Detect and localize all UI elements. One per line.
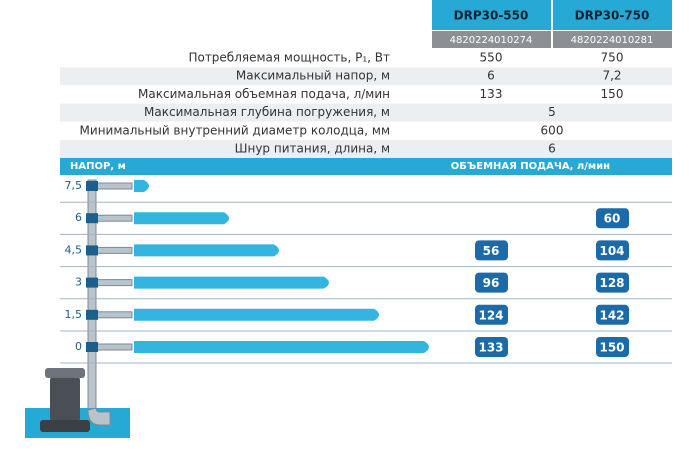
spec-value: 150 (601, 87, 624, 101)
coupling (86, 245, 98, 256)
flow-value: 56 (483, 244, 500, 258)
head-label: 0 (75, 340, 82, 353)
flow-value: 96 (483, 276, 500, 290)
spec-value: 7,2 (602, 69, 621, 83)
pump-handle (45, 368, 85, 378)
flow-value: 133 (478, 341, 503, 355)
pipe-elbow (87, 407, 111, 426)
water-jet (134, 244, 279, 257)
spec-label: Максимальная объемная подача, л/мин (138, 87, 390, 101)
head-label: 4,5 (65, 243, 83, 256)
flow-badge (475, 304, 508, 325)
spec-label: Максимальный напор, м (236, 69, 390, 83)
outlet (95, 343, 133, 351)
flow-value: 60 (604, 212, 621, 226)
spec-row-bg (60, 103, 672, 122)
head-title: НАПОР, м (70, 161, 126, 172)
head-label: 7,5 (65, 179, 83, 192)
flow-badge (596, 272, 629, 293)
code: 4820224010281 (571, 35, 654, 46)
flow-badge (475, 240, 508, 261)
spec-value: 6 (487, 69, 495, 83)
spec-row-bg (60, 140, 672, 158)
pump-body (50, 375, 80, 423)
spec-value: 6 (548, 142, 556, 156)
spec-value: 550 (480, 51, 503, 65)
outlet (95, 214, 133, 222)
flow-badge (596, 208, 629, 229)
code-cell (553, 31, 672, 48)
water-jet (134, 212, 229, 225)
model-cell (432, 0, 551, 30)
head-label: 6 (75, 211, 82, 224)
flow-value: 124 (478, 308, 503, 322)
head-label: 3 (75, 276, 82, 289)
coupling (86, 277, 98, 288)
outlet (95, 182, 133, 190)
spec-label: Потребляемая мощность, P₁, Вт (188, 51, 390, 65)
pump-base (40, 420, 90, 432)
flow-header-band (60, 157, 672, 175)
flow-badge (596, 337, 629, 357)
flow-badge (596, 304, 629, 325)
spec-row-bg (60, 67, 672, 86)
flow-value: 150 (599, 341, 624, 355)
flow-value: 104 (599, 244, 624, 258)
water-jet (134, 276, 329, 289)
flow-value: 128 (599, 276, 624, 290)
coupling (86, 213, 98, 224)
spec-label: Максимальная глубина погружения, м (144, 105, 390, 119)
spec-value: 133 (480, 87, 503, 101)
flow-value: 142 (599, 308, 624, 322)
flow-title: ОБЪЕМНАЯ ПОДАЧА, л/мин (451, 161, 610, 172)
water-jet (134, 180, 149, 192)
spec-label: Шнур питания, длина, м (235, 142, 390, 156)
outlet (95, 246, 133, 254)
flow-badge (596, 240, 629, 261)
coupling (86, 309, 98, 320)
water-jet (134, 341, 429, 353)
outlet (95, 279, 133, 287)
model-name: DRP30-750 (575, 9, 650, 23)
code: 4820224010274 (450, 35, 533, 46)
model-cell (553, 0, 672, 30)
water-jet (134, 308, 379, 321)
flow-badge (475, 272, 508, 293)
code-cell (432, 31, 551, 48)
coupling (86, 342, 98, 352)
spec-value: 750 (601, 51, 624, 65)
coupling (86, 181, 98, 191)
spec-value: 600 (541, 123, 564, 137)
flow-badge (475, 337, 508, 357)
spec-value: 5 (548, 105, 556, 119)
spec-label: Минимальный внутренний диаметр колодца, … (80, 123, 390, 137)
model-name: DRP30-550 (454, 9, 529, 23)
head-label: 1,5 (65, 308, 83, 321)
outlet (95, 311, 133, 319)
